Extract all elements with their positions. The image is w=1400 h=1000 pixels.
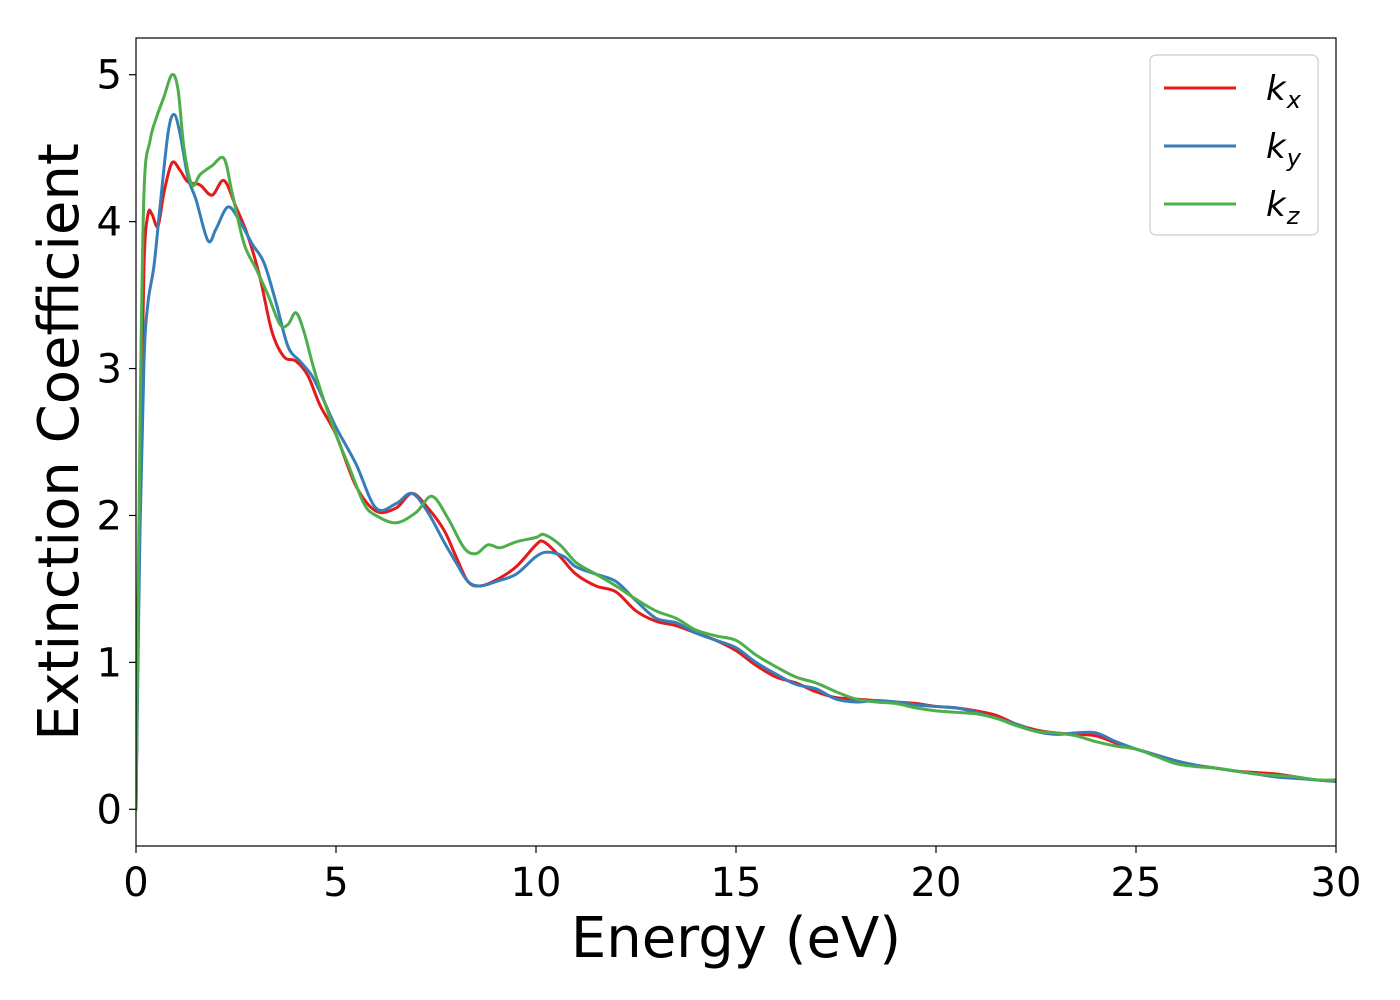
series-line-ky — [136, 112, 1336, 811]
x-tick-label: 30 — [1311, 860, 1362, 906]
y-tick-label: 5 — [97, 53, 122, 99]
x-tick-label: 10 — [511, 860, 562, 906]
series-line-kx — [136, 160, 1336, 811]
y-tick-label: 3 — [97, 347, 122, 393]
series-layer — [136, 73, 1336, 811]
legend-label-ky: ky — [1266, 127, 1302, 172]
legend-label-subscript: y — [1286, 144, 1302, 172]
x-tick-label: 25 — [1111, 860, 1162, 906]
legend-label-main: k — [1266, 185, 1287, 225]
x-tick-label: 0 — [123, 860, 148, 906]
legend-label-kx: kx — [1266, 69, 1302, 114]
x-tick-label: 20 — [911, 860, 962, 906]
y-tick-label: 0 — [97, 787, 122, 833]
legend-label-kz: kz — [1266, 185, 1301, 230]
series-line-kz — [136, 73, 1336, 811]
y-tick-label: 1 — [97, 640, 122, 686]
y-tick-label: 2 — [97, 493, 122, 539]
y-tick-label: 4 — [97, 200, 122, 246]
x-tick-label: 5 — [323, 860, 348, 906]
y-axis-ticks: 0 1 2 3 4 5 — [97, 53, 136, 833]
legend-label-subscript: x — [1286, 86, 1302, 114]
x-axis-label: Energy (eV) — [571, 906, 901, 971]
legend-label-main: k — [1266, 69, 1287, 109]
y-axis-label: Extinction Coefficient — [27, 143, 92, 741]
x-axis-ticks: 0 5 10 15 20 25 30 — [123, 846, 1361, 906]
legend-label-main: k — [1266, 127, 1287, 167]
x-tick-label: 15 — [711, 860, 762, 906]
legend-label-subscript: z — [1286, 202, 1301, 230]
